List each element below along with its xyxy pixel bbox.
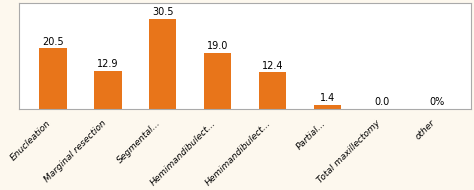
Text: 0%: 0% [429, 97, 445, 107]
Text: 20.5: 20.5 [42, 37, 64, 47]
Text: 30.5: 30.5 [152, 7, 173, 17]
Bar [39, 48, 67, 109]
Text: 1.4: 1.4 [319, 93, 335, 103]
Text: 12.9: 12.9 [97, 59, 118, 69]
Bar [314, 105, 341, 109]
Text: 12.4: 12.4 [262, 61, 283, 71]
Bar [94, 71, 122, 109]
Bar [149, 19, 176, 109]
Bar [259, 72, 286, 109]
Text: 19.0: 19.0 [207, 41, 228, 51]
Bar [204, 53, 231, 109]
Text: 0.0: 0.0 [374, 97, 390, 107]
